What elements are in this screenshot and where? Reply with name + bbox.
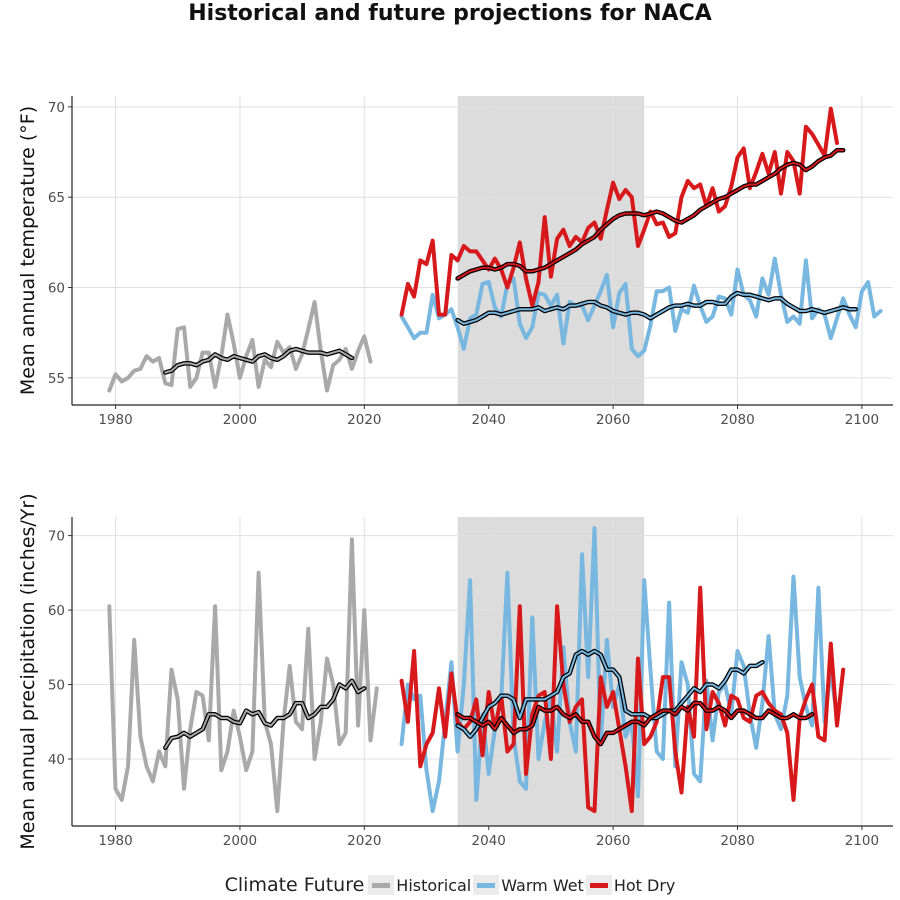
- series-warm-wet-smoothed: [456, 292, 857, 325]
- legend-key-warm-wet: [473, 875, 500, 895]
- y-tick-label: 60: [48, 281, 65, 297]
- series-historical-smoothed: [164, 679, 366, 749]
- legend-item-warm-wet: Warm Wet: [473, 875, 584, 895]
- legend-item-historical: Historical: [368, 875, 471, 895]
- y-tick-label: 65: [48, 190, 65, 206]
- figure-title: Historical and future projections for NA…: [188, 1, 712, 26]
- shaded-period: [457, 96, 645, 405]
- x-tick-label: 2080: [720, 412, 754, 428]
- y-tick-label: 70: [48, 529, 65, 545]
- x-tick-label: 2020: [347, 412, 381, 428]
- series-historical: [107, 300, 373, 393]
- y-tick-label: 60: [48, 603, 65, 619]
- y-tick-label: 55: [48, 371, 65, 387]
- y-tick-label: 70: [48, 100, 65, 116]
- legend-key-hot-dry: [585, 875, 612, 895]
- y-tick-label: 40: [48, 752, 65, 768]
- series-hot-dry: [399, 585, 846, 814]
- legend-item-hot-dry: Hot Dry: [585, 875, 676, 895]
- x-tick-label: 2060: [596, 833, 630, 849]
- series-historical: [107, 537, 379, 814]
- y-axis-title: Mean annual temperature (°F): [17, 106, 39, 395]
- x-tick-label: 2100: [845, 412, 879, 428]
- x-tick-label: 2000: [223, 412, 257, 428]
- series-hot-dry: [399, 106, 839, 317]
- panel-1: 1980 2000 2020 2040 2060 2080 2100 55 60 65 70 Mean…: [17, 96, 893, 428]
- series-hot-dry-smoothed: [456, 149, 845, 280]
- legend-label-warm-wet: Warm Wet: [501, 875, 584, 895]
- x-tick-label: 2040: [472, 833, 506, 849]
- series-historical-smoothed: [164, 348, 353, 374]
- series-hot-dry-smoothed: [456, 702, 814, 746]
- x-tick-label: 1980: [98, 833, 132, 849]
- x-tick-label: 2000: [223, 833, 257, 849]
- series-warm-wet-smoothed: [456, 650, 764, 738]
- panel-2: 1980 2000 2020 2040 2060 2080 2100 40 50 60 70 Mean…: [17, 493, 893, 850]
- y-axis-title: Mean annual precipitation (inches/Yr): [17, 493, 39, 849]
- x-tick-label: 2060: [596, 412, 630, 428]
- x-tick-label: 1980: [98, 412, 132, 428]
- legend-label-hot-dry: Hot Dry: [613, 875, 676, 895]
- x-tick-label: 2040: [472, 412, 506, 428]
- x-tick-label: 2020: [347, 833, 381, 849]
- x-tick-label: 2100: [845, 833, 879, 849]
- legend: Climate Future Historical Warm Wet Hot D…: [0, 872, 900, 898]
- legend-label-historical: Historical: [396, 875, 472, 895]
- legend-key-historical: [368, 875, 395, 895]
- legend-title: Climate Future: [224, 874, 365, 896]
- x-tick-label: 2080: [720, 833, 754, 849]
- y-tick-label: 50: [48, 678, 65, 694]
